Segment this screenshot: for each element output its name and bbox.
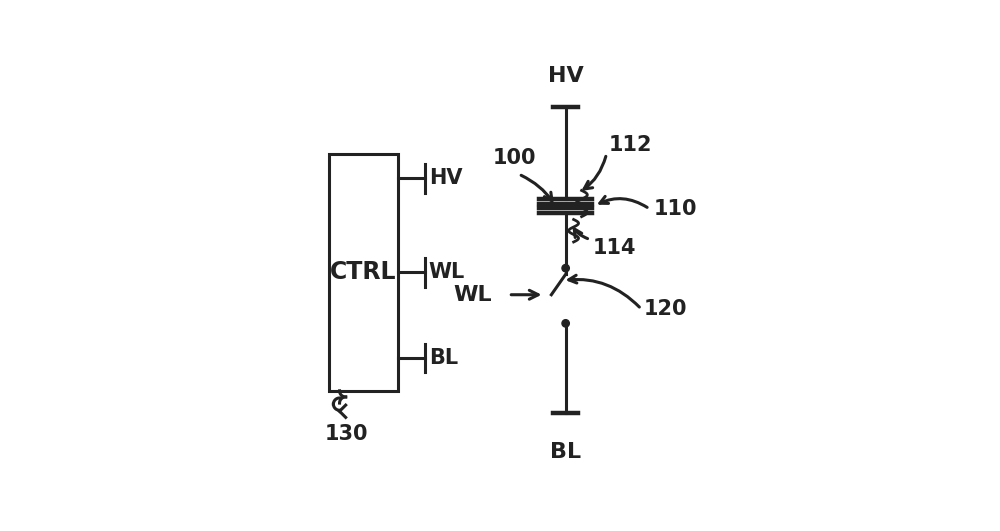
Text: 130: 130 — [325, 424, 369, 444]
Text: HV: HV — [429, 168, 462, 188]
Text: WL: WL — [453, 285, 492, 305]
Text: 110: 110 — [654, 199, 697, 219]
Text: BL: BL — [429, 348, 458, 368]
Text: CTRL: CTRL — [330, 260, 397, 284]
Text: WL: WL — [429, 262, 465, 282]
Text: 114: 114 — [592, 238, 636, 258]
Circle shape — [562, 320, 569, 327]
Text: BL: BL — [550, 442, 581, 462]
Bar — [329, 153, 398, 391]
Circle shape — [562, 264, 569, 272]
Text: 112: 112 — [609, 135, 652, 156]
Text: 120: 120 — [643, 299, 687, 319]
Text: 100: 100 — [493, 148, 536, 168]
Text: HV: HV — [548, 66, 584, 86]
